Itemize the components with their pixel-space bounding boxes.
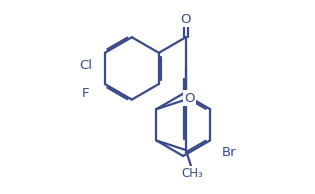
- Text: Br: Br: [222, 146, 237, 159]
- Text: F: F: [82, 87, 89, 100]
- Text: Cl: Cl: [79, 59, 92, 72]
- Text: O: O: [184, 92, 195, 105]
- Text: CH₃: CH₃: [182, 167, 203, 180]
- Text: O: O: [180, 13, 191, 26]
